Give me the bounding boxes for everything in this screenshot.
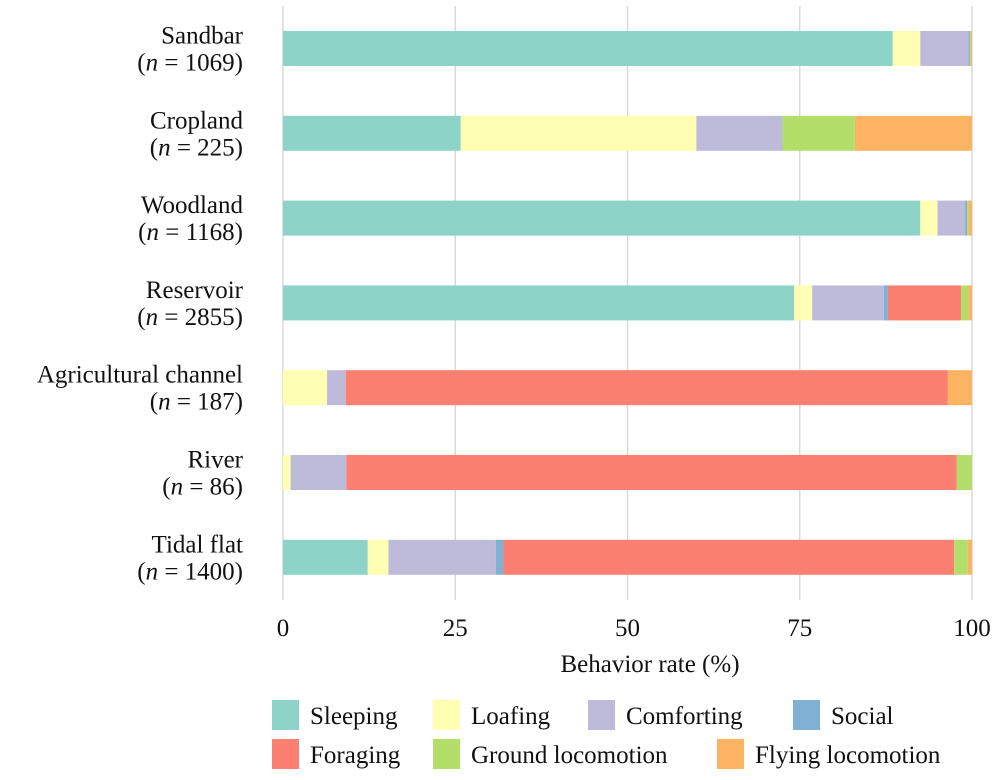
x-tick-label: 50	[615, 615, 640, 642]
category-label: Agricultural channel	[37, 362, 243, 389]
x-tick-label: 100	[953, 615, 991, 642]
sample-size-value: = 225)	[171, 134, 243, 161]
sample-size-symbol: n	[147, 219, 160, 246]
bar-segment	[327, 370, 346, 406]
bar-segment	[283, 200, 921, 236]
bar-segment	[346, 455, 957, 490]
bar-segment	[854, 115, 972, 151]
category-sample-size: (n = 1168)	[138, 219, 243, 246]
category-label: Cropland	[150, 107, 244, 134]
category-sample-size: (n = 1400)	[137, 558, 243, 585]
legend-swatch	[793, 700, 820, 730]
bar-segment	[920, 31, 969, 66]
bar-segment	[283, 455, 291, 490]
x-axis-title: Behavior rate (%)	[560, 651, 739, 678]
category-labels: Sandbar(n = 1069)Cropland(n = 225)Woodla…	[37, 23, 244, 586]
sample-size-symbol: n	[171, 474, 184, 501]
category-label: Tidal flat	[152, 531, 243, 558]
sample-size-paren: (	[138, 219, 146, 246]
bar-segment	[960, 285, 969, 321]
legend-label: Ground locomotion	[471, 742, 668, 769]
bar-segment	[954, 539, 968, 575]
bar-segment	[892, 31, 921, 66]
sample-size-paren: (	[162, 474, 170, 501]
bar-segment	[283, 31, 893, 66]
bar-segment	[812, 285, 884, 321]
sample-size-symbol: n	[158, 134, 171, 161]
legend-swatch	[588, 700, 615, 730]
sample-size-symbol: n	[146, 558, 159, 585]
bar-segment	[968, 31, 970, 66]
x-tick-label: 75	[787, 615, 812, 642]
bar-segment	[967, 539, 972, 575]
bar-segment	[495, 539, 504, 575]
legend-swatch	[433, 700, 460, 730]
sample-size-symbol: n	[146, 50, 159, 77]
legend-label: Comforting	[626, 703, 743, 730]
bar-segment	[887, 285, 961, 321]
sample-size-paren: (	[137, 304, 145, 331]
bar-segment	[956, 455, 972, 490]
sample-size-paren: (	[137, 558, 145, 585]
bar-segment	[782, 115, 855, 151]
category-sample-size: (n = 86)	[162, 474, 243, 501]
bar-segment	[883, 285, 888, 321]
bar-segment	[937, 200, 966, 236]
sample-size-value: = 86)	[183, 474, 243, 501]
legend-swatch	[272, 700, 299, 730]
bar-segment	[969, 31, 971, 66]
sample-size-value: = 1069)	[158, 50, 243, 77]
x-tick-label: 0	[277, 615, 290, 642]
sample-size-value: = 2855)	[158, 304, 243, 331]
category-label: Reservoir	[146, 277, 244, 304]
bar-stacks	[283, 31, 972, 575]
x-tick-labels: 0 25 50 75 100	[277, 615, 991, 642]
x-tick-label: 25	[443, 615, 468, 642]
bar-segment	[968, 200, 972, 236]
category-label: River	[187, 447, 243, 474]
bar-segment	[794, 285, 813, 321]
sample-size-paren: (	[150, 134, 158, 161]
sample-size-symbol: n	[146, 304, 159, 331]
bar-segment	[947, 370, 972, 406]
bar-segment	[970, 31, 972, 66]
sample-size-symbol: n	[158, 389, 171, 416]
bar-segment	[283, 115, 461, 151]
category-sample-size: (n = 1069)	[137, 50, 243, 77]
sample-size-paren: (	[150, 389, 158, 416]
bar-segment	[345, 370, 948, 406]
legend-label: Loafing	[471, 703, 551, 730]
category-sample-size: (n = 2855)	[137, 304, 243, 331]
category-label: Sandbar	[161, 23, 244, 50]
legend-swatch	[272, 739, 299, 769]
bar-segment	[283, 370, 328, 406]
bar-segment	[367, 539, 389, 575]
legend: Sleeping Loafing Comforting Social Foraging G…	[272, 700, 941, 769]
legend-label: Sleeping	[310, 703, 398, 730]
category-sample-size: (n = 225)	[150, 134, 243, 161]
bar-segment	[283, 539, 368, 575]
legend-label: Social	[831, 703, 894, 730]
bar-segment	[290, 455, 347, 490]
bar-segment	[968, 285, 972, 321]
bar-segment	[920, 200, 938, 236]
bar-segment	[967, 200, 969, 236]
bar-segment	[388, 539, 496, 575]
sample-size-value: = 187)	[171, 389, 243, 416]
legend-swatch	[433, 739, 460, 769]
sample-size-value: = 1168)	[159, 219, 243, 246]
bar-segment	[283, 285, 795, 321]
category-sample-size: (n = 187)	[150, 389, 243, 416]
legend-label: Foraging	[310, 742, 401, 769]
category-label: Woodland	[141, 192, 244, 219]
legend-swatch	[717, 739, 744, 769]
sample-size-paren: (	[137, 50, 145, 77]
bar-segment	[503, 539, 955, 575]
bar-segment	[460, 115, 697, 151]
bar-segment	[696, 115, 783, 151]
bar-segment	[965, 200, 968, 236]
sample-size-value: = 1400)	[158, 558, 243, 585]
legend-label: Flying locomotion	[755, 742, 941, 769]
